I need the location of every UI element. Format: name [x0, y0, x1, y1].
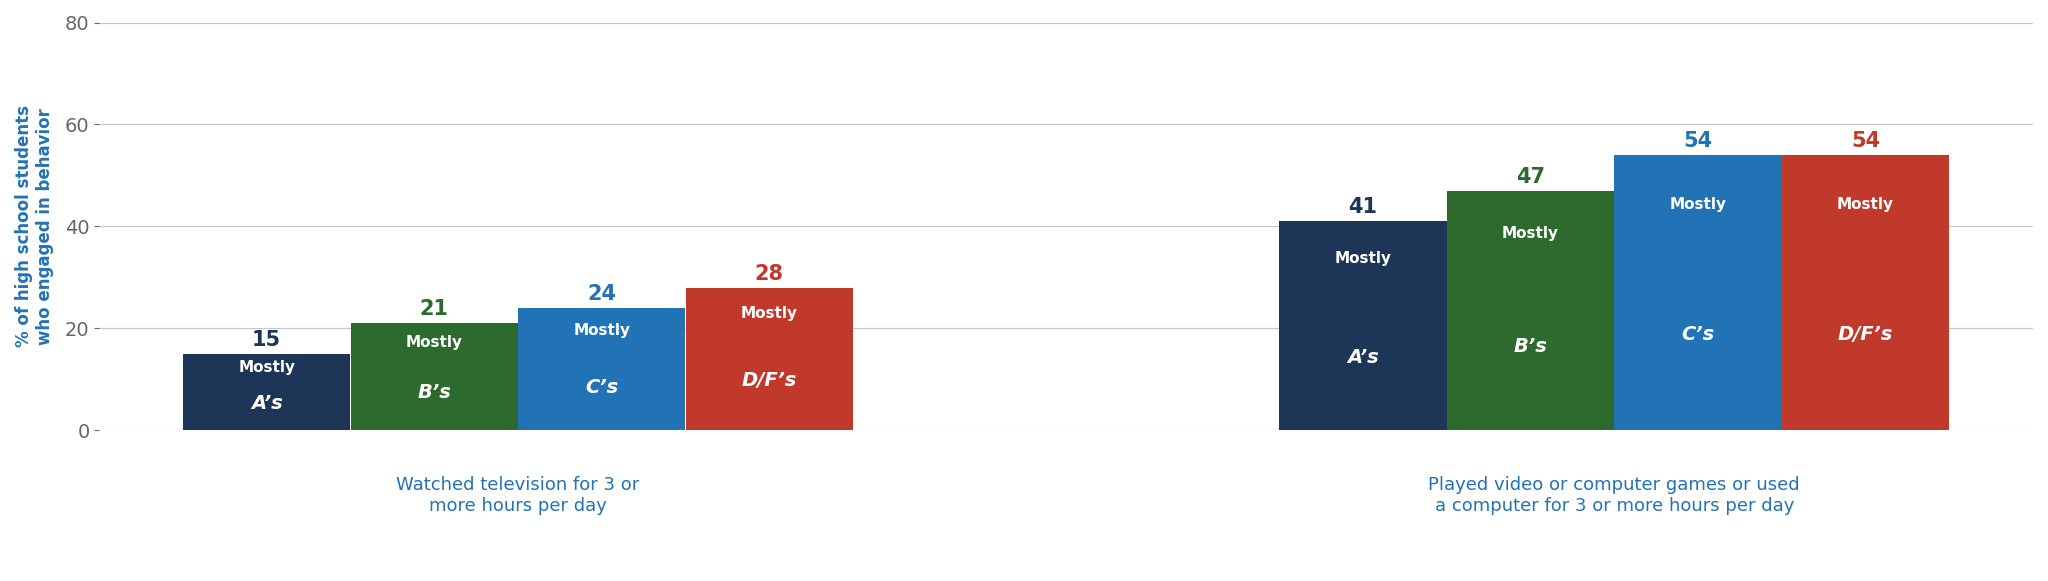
Bar: [1448, 191, 1614, 431]
Bar: [1782, 155, 1950, 431]
Text: D/F’s: D/F’s: [1837, 325, 1892, 343]
Text: 21: 21: [420, 299, 449, 319]
Bar: [518, 308, 686, 431]
Text: Mostly: Mostly: [1335, 252, 1391, 267]
Text: Mostly: Mostly: [1501, 227, 1559, 241]
Text: Mostly: Mostly: [1837, 197, 1894, 212]
Text: 28: 28: [756, 264, 784, 284]
Text: Mostly: Mostly: [741, 306, 799, 321]
Text: C’s: C’s: [1681, 325, 1714, 343]
Text: 15: 15: [252, 330, 281, 350]
Bar: [1280, 221, 1446, 431]
Text: Watched television for 3 or
more hours per day: Watched television for 3 or more hours p…: [397, 476, 639, 515]
Text: Mostly: Mostly: [238, 360, 295, 375]
Text: Mostly: Mostly: [573, 322, 631, 338]
Text: 41: 41: [1348, 198, 1378, 217]
Bar: [1614, 155, 1782, 431]
Bar: [686, 288, 852, 431]
Text: A’s: A’s: [1348, 347, 1378, 367]
Text: Played video or computer games or used
a computer for 3 or more hours per day: Played video or computer games or used a…: [1427, 476, 1800, 515]
Text: 24: 24: [588, 284, 616, 304]
Y-axis label: % of high school students
who engaged in behavior: % of high school students who engaged in…: [14, 105, 53, 347]
Text: Mostly: Mostly: [406, 335, 463, 350]
Text: 47: 47: [1516, 167, 1544, 187]
Text: B’s: B’s: [1513, 337, 1548, 356]
Text: B’s: B’s: [418, 383, 451, 403]
Text: 54: 54: [1851, 131, 1880, 151]
Text: D/F’s: D/F’s: [741, 371, 797, 390]
Bar: [182, 354, 350, 431]
Bar: [350, 323, 518, 431]
Text: 54: 54: [1683, 131, 1712, 151]
Text: Mostly: Mostly: [1669, 197, 1726, 212]
Text: C’s: C’s: [586, 378, 618, 397]
Text: A’s: A’s: [250, 394, 283, 413]
